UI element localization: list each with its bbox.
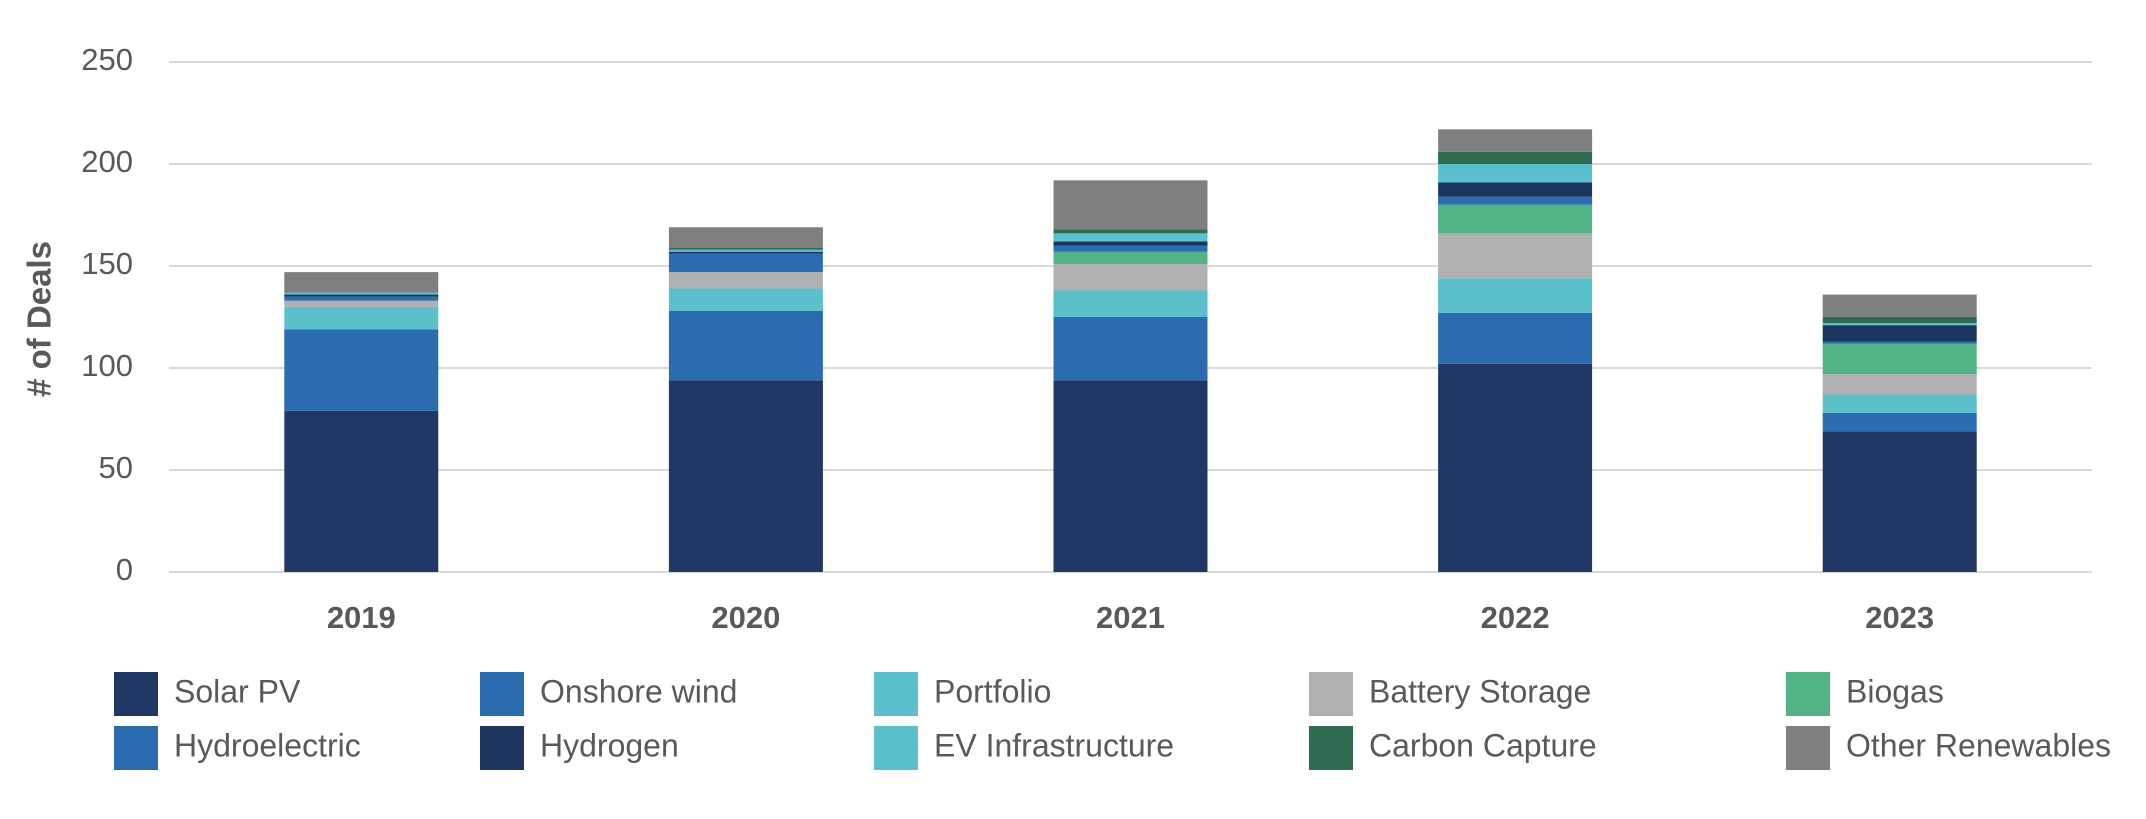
bar-segment: [1438, 182, 1593, 197]
bar-segment: [284, 272, 439, 293]
legend-label: Onshore wind: [540, 673, 737, 709]
bar-segment: [668, 380, 823, 572]
bar-segment: [1822, 431, 1977, 572]
y-tick-label: 100: [81, 348, 133, 383]
x-tick-label: 2020: [711, 600, 780, 635]
bar-segment: [1438, 164, 1593, 183]
bar-segment: [1822, 412, 1977, 432]
legend-label: Other Renewables: [1846, 727, 2111, 763]
bar-segment: [1438, 196, 1593, 205]
legend-swatch: [1786, 726, 1830, 770]
bar-segment: [1822, 374, 1977, 395]
bar-segment: [668, 310, 823, 381]
bar-segment: [1822, 394, 1977, 413]
y-tick-label: 50: [99, 450, 133, 485]
bar-segment: [1053, 290, 1208, 317]
legend-label: Battery Storage: [1369, 673, 1591, 709]
bar-segment: [1822, 341, 1977, 344]
bar-segment: [1822, 323, 1977, 326]
bar-segment: [1438, 278, 1593, 313]
bar-segment: [284, 410, 439, 572]
legend-swatch: [1309, 672, 1353, 716]
bar-segment: [1053, 229, 1208, 234]
legend-swatch: [480, 726, 524, 770]
bar-segment: [668, 272, 823, 289]
bar-segment: [284, 300, 439, 307]
bar-segment: [668, 251, 823, 254]
legend-label: Hydrogen: [540, 727, 679, 763]
bar-segment: [1822, 325, 1977, 342]
bar-segment: [668, 227, 823, 248]
bar-segment: [1053, 233, 1208, 242]
bar-segment: [1438, 204, 1593, 234]
bar-segment: [668, 253, 823, 273]
legend-swatch: [114, 672, 158, 716]
bar-segment: [1438, 129, 1593, 152]
bar-segment: [284, 329, 439, 411]
legend-label: Portfolio: [934, 673, 1051, 709]
y-tick-label: 250: [81, 42, 133, 77]
legend-swatch: [480, 672, 524, 716]
legend-swatch: [1786, 672, 1830, 716]
y-tick-label: 200: [81, 144, 133, 179]
y-tick-label: 0: [116, 552, 133, 587]
legend-swatch: [874, 672, 918, 716]
x-tick-label: 2021: [1096, 600, 1165, 635]
bar-segment: [1053, 180, 1208, 230]
x-tick-label: 2022: [1481, 600, 1550, 635]
bar-segment: [284, 292, 439, 295]
legend-label: Biogas: [1846, 673, 1944, 709]
bar-segment: [1822, 317, 1977, 324]
bar-segment: [1053, 251, 1208, 264]
legend-label: EV Infrastructure: [934, 727, 1174, 763]
bar-segment: [1822, 343, 1977, 375]
bar-segment: [1053, 380, 1208, 572]
bar-segment: [1438, 312, 1593, 364]
bar-segment: [668, 247, 823, 250]
bar-segment: [284, 294, 439, 297]
bar-segment: [1053, 245, 1208, 252]
legend-swatch: [874, 726, 918, 770]
bar-segment: [1053, 241, 1208, 246]
bar-segment: [1822, 294, 1977, 317]
legend-label: Hydroelectric: [174, 727, 361, 763]
bar-segment: [284, 306, 439, 330]
legend-label: Solar PV: [174, 673, 301, 709]
y-axis-title: # of Deals: [21, 241, 58, 397]
bar-segment: [1053, 263, 1208, 291]
bar-segment: [1438, 363, 1593, 572]
y-tick-label: 150: [81, 246, 133, 281]
x-tick-label: 2023: [1865, 600, 1934, 635]
bar-segment: [1438, 151, 1593, 164]
bar-segment: [1438, 233, 1593, 279]
bar-segment: [668, 249, 823, 252]
legend-label: Carbon Capture: [1369, 727, 1597, 763]
x-tick-label: 2019: [327, 600, 396, 635]
bar-segment: [668, 288, 823, 311]
legend-swatch: [114, 726, 158, 770]
bar-segment: [284, 296, 439, 301]
legend-swatch: [1309, 726, 1353, 770]
bar-segment: [1053, 317, 1208, 381]
